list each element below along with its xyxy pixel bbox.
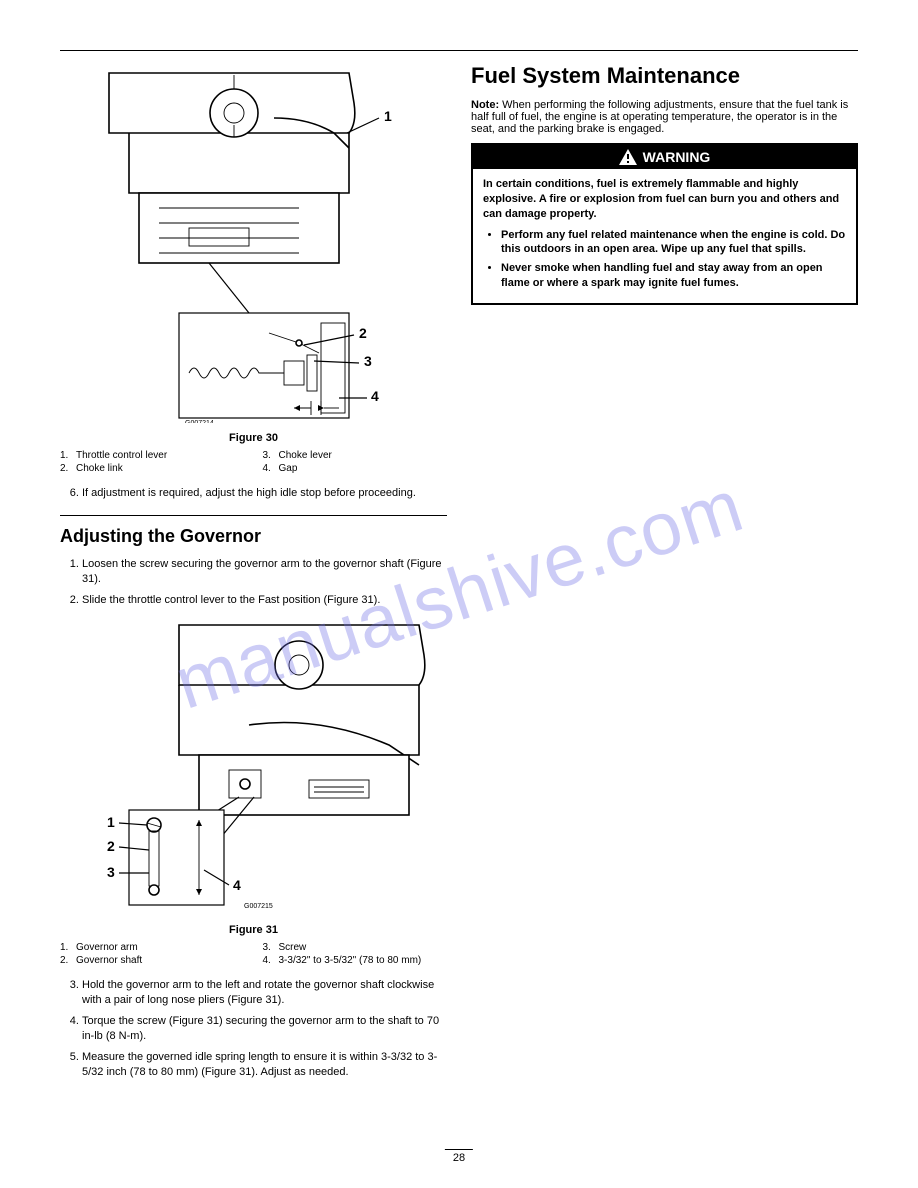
intro-note: Note: When performing the following adju…: [471, 99, 858, 135]
callout-1: 1: [107, 814, 115, 830]
figure-30-caption: Figure 30: [60, 432, 447, 444]
legend-num: 4.: [263, 955, 279, 966]
step-item: Torque the screw (Figure 31) securing th…: [82, 1014, 447, 1044]
steps-block-1: If adjustment is required, adjust the hi…: [60, 486, 447, 501]
legend-num: 3.: [263, 450, 279, 461]
figure-30-code: G007214: [185, 420, 214, 423]
warning-body: In certain conditions, fuel is extremely…: [473, 169, 856, 303]
step-item: Loosen the screw securing the governor a…: [82, 557, 447, 587]
legend-num: 4.: [263, 463, 279, 474]
page-number: 28: [445, 1149, 473, 1164]
warning-title: WARNING: [643, 149, 711, 165]
warning-lead: In certain conditions, fuel is extremely…: [483, 177, 846, 222]
legend-text: 3-3/32" to 3-5/32" (78 to 80 mm): [279, 955, 422, 966]
legend-num: 1.: [60, 450, 76, 461]
figure-30: 1: [99, 63, 409, 426]
figure-31-svg: 1 2 3 4 G007215: [99, 615, 439, 915]
callout-2: 2: [107, 838, 115, 854]
left-column: 1: [60, 63, 447, 1085]
warning-bullet: Never smoke when handling fuel and stay …: [501, 261, 846, 291]
legend-num: 3.: [263, 942, 279, 953]
step-item: Hold the governor arm to the left and ro…: [82, 978, 447, 1008]
step-item: If adjustment is required, adjust the hi…: [82, 486, 447, 501]
figure-31-legend: 1.Governor arm 2.Governor shaft 3.Screw …: [60, 942, 447, 968]
legend-num: 2.: [60, 955, 76, 966]
section-title-fuel: Fuel System Maintenance: [471, 63, 858, 89]
note-label: Note:: [471, 99, 499, 111]
figure-31-code: G007215: [244, 903, 273, 910]
step-item: Slide the throttle control lever to the …: [82, 593, 447, 608]
note-text: When performing the following adjustment…: [471, 99, 848, 135]
right-column: Fuel System Maintenance Note: When perfo…: [471, 63, 858, 1085]
warning-bullet: Perform any fuel related maintenance whe…: [501, 228, 846, 258]
legend-text: Choke lever: [279, 450, 332, 461]
callout-4: 4: [371, 388, 379, 404]
figure-30-legend: 1.Throttle control lever 2.Choke link 3.…: [60, 450, 447, 476]
governor-steps-2: Hold the governor arm to the left and ro…: [60, 978, 447, 1079]
legend-num: 1.: [60, 942, 76, 953]
section-rule: [60, 515, 447, 516]
top-rule: [60, 50, 858, 51]
warning-header: WARNING: [473, 145, 856, 169]
warning-box: WARNING In certain conditions, fuel is e…: [471, 143, 858, 305]
legend-num: 2.: [60, 463, 76, 474]
legend-text: Governor arm: [76, 942, 138, 953]
governor-steps-1: Loosen the screw securing the governor a…: [60, 557, 447, 608]
legend-text: Choke link: [76, 463, 123, 474]
legend-text: Screw: [279, 942, 307, 953]
figure-31: 1 2 3 4 G007215: [99, 615, 409, 918]
figure-31-caption: Figure 31: [60, 924, 447, 936]
legend-text: Governor shaft: [76, 955, 142, 966]
figure-30-svg: 1: [99, 63, 409, 423]
legend-text: Throttle control lever: [76, 450, 167, 461]
callout-3: 3: [107, 864, 115, 880]
warning-icon: [619, 149, 637, 165]
callout-4: 4: [233, 877, 241, 893]
section-title-governor: Adjusting the Governor: [60, 526, 447, 547]
step-item: Measure the governed idle spring length …: [82, 1050, 447, 1080]
legend-text: Gap: [279, 463, 298, 474]
content-columns: 1: [60, 63, 858, 1085]
callout-2: 2: [359, 325, 367, 341]
callout-1: 1: [384, 108, 392, 124]
callout-3: 3: [364, 353, 372, 369]
